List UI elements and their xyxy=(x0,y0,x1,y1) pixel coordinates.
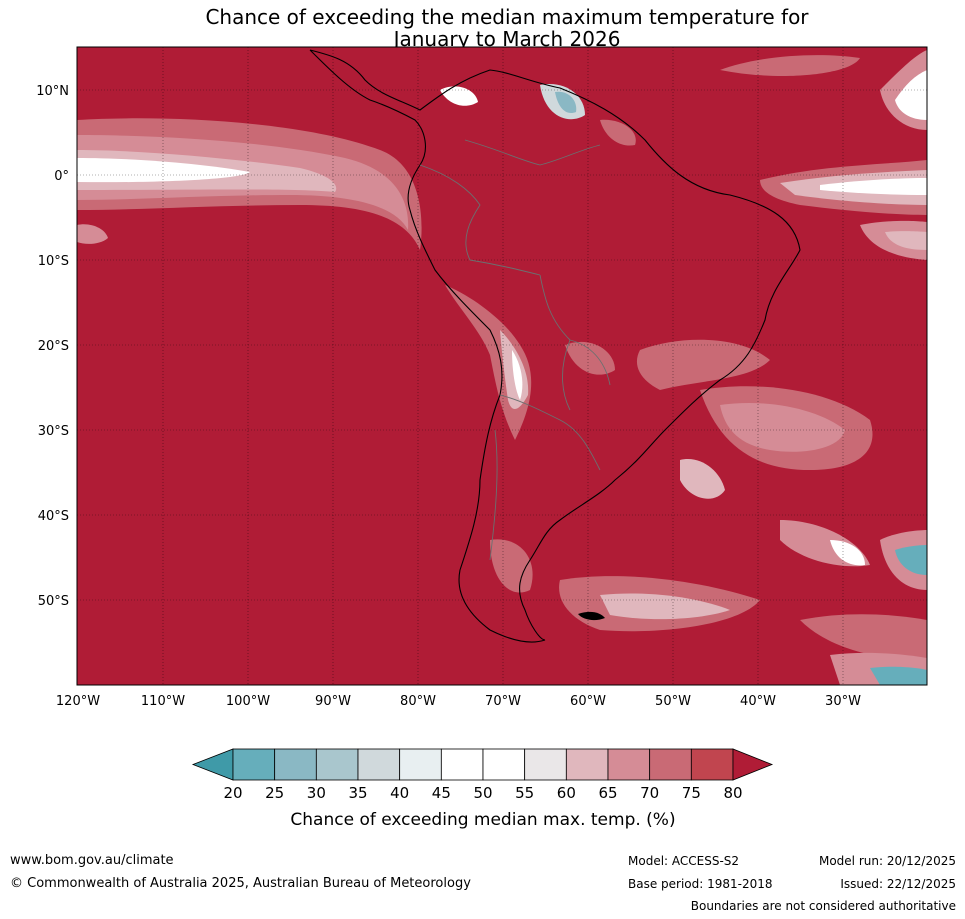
colorbar-tick-label: 20 xyxy=(223,784,242,802)
colorbar xyxy=(191,748,774,781)
map-title-line1: Chance of exceeding the median maximum t… xyxy=(205,5,809,29)
colorbar-tick-label: 50 xyxy=(473,784,492,802)
lon-tick-label: 50°W xyxy=(655,694,691,709)
colorbar-tick-label: 70 xyxy=(640,784,659,802)
footer-model: Model: ACCESS-S2 xyxy=(628,854,740,868)
colorbar-extension-high xyxy=(732,748,774,781)
footer-issued: Issued: 22/12/2025 xyxy=(840,877,956,891)
south-atlantic-patches xyxy=(490,339,927,685)
colorbar-tick-label: 30 xyxy=(307,784,326,802)
atlantic-tongue xyxy=(720,50,927,260)
footer-model-run: Model run: 20/12/2025 xyxy=(818,854,956,868)
colorbar-tick-label: 80 xyxy=(723,784,742,802)
colorbar-segment xyxy=(649,748,692,781)
colorbar-tick-labels: 20 25 30 35 40 45 50 55 60 65 70 75 80 xyxy=(223,784,742,802)
colorbar-tick-label: 65 xyxy=(598,784,617,802)
footer-copyright: © Commonwealth of Australia 2025, Austra… xyxy=(10,876,471,891)
lat-tick-label: 0° xyxy=(54,169,69,184)
colorbar-segment xyxy=(524,748,567,781)
map-title-line2: January to March 2026 xyxy=(393,27,621,51)
lat-tick-label: 10°N xyxy=(36,84,69,99)
lat-tick-label: 10°S xyxy=(38,254,69,269)
colorbar-segment xyxy=(399,748,442,781)
lat-tick-label: 50°S xyxy=(38,594,69,609)
colorbar-segment xyxy=(315,748,359,781)
lon-tick-label: 90°W xyxy=(315,694,351,709)
falkland-islands xyxy=(578,611,605,621)
colorbar-tick-label: 60 xyxy=(557,784,576,802)
colorbar-segment xyxy=(482,748,526,781)
colorbar-segment xyxy=(440,748,484,781)
colorbar-segment xyxy=(565,748,609,781)
colorbar-segment xyxy=(232,748,276,781)
lon-tick-label: 100°W xyxy=(226,694,270,709)
footer-base-period: Base period: 1981-2018 xyxy=(628,877,773,891)
colorbar-extension-low xyxy=(191,748,234,781)
lon-tick-label: 70°W xyxy=(485,694,521,709)
andes-stripe xyxy=(445,285,615,440)
lon-tick-label: 110°W xyxy=(141,694,185,709)
colorbar-label: Chance of exceeding median max. temp. (%… xyxy=(290,810,675,830)
lon-tick-label: 60°W xyxy=(570,694,606,709)
colorbar-tick-label: 45 xyxy=(432,784,451,802)
lat-tick-label: 40°S xyxy=(38,509,69,524)
colorbar-tick-label: 75 xyxy=(682,784,701,802)
lon-tick-label: 80°W xyxy=(400,694,436,709)
lat-tick-label: 30°S xyxy=(38,424,69,439)
colorbar-tick-label: 25 xyxy=(265,784,284,802)
south-america-coastline xyxy=(309,49,801,643)
probability-shading xyxy=(77,50,927,685)
colorbar-segment xyxy=(690,748,734,781)
lon-tick-label: 120°W xyxy=(56,694,100,709)
country-borders xyxy=(419,139,611,561)
longitude-labels: 120°W 110°W 100°W 90°W 80°W 70°W 60°W 50… xyxy=(56,694,861,709)
graticule xyxy=(77,47,927,685)
pacific-tongue xyxy=(77,118,422,250)
colorbar-segment xyxy=(357,748,401,781)
colorbar-tick-label: 35 xyxy=(348,784,367,802)
latitude-labels: 10°N 0° 10°S 20°S 30°S 40°S 50°S xyxy=(36,84,69,609)
footer-disclaimer: Boundaries are not considered authoritat… xyxy=(690,899,956,913)
map-frame xyxy=(76,46,928,686)
lat-tick-label: 20°S xyxy=(38,339,69,354)
lon-tick-label: 30°W xyxy=(825,694,861,709)
footer-website: www.bom.gov.au/climate xyxy=(10,853,174,868)
colorbar-tick-label: 55 xyxy=(515,784,534,802)
colorbar-segment xyxy=(274,748,317,781)
colorbar-segment xyxy=(607,748,651,781)
colorbar-tick-label: 40 xyxy=(390,784,409,802)
lon-tick-label: 40°W xyxy=(740,694,776,709)
